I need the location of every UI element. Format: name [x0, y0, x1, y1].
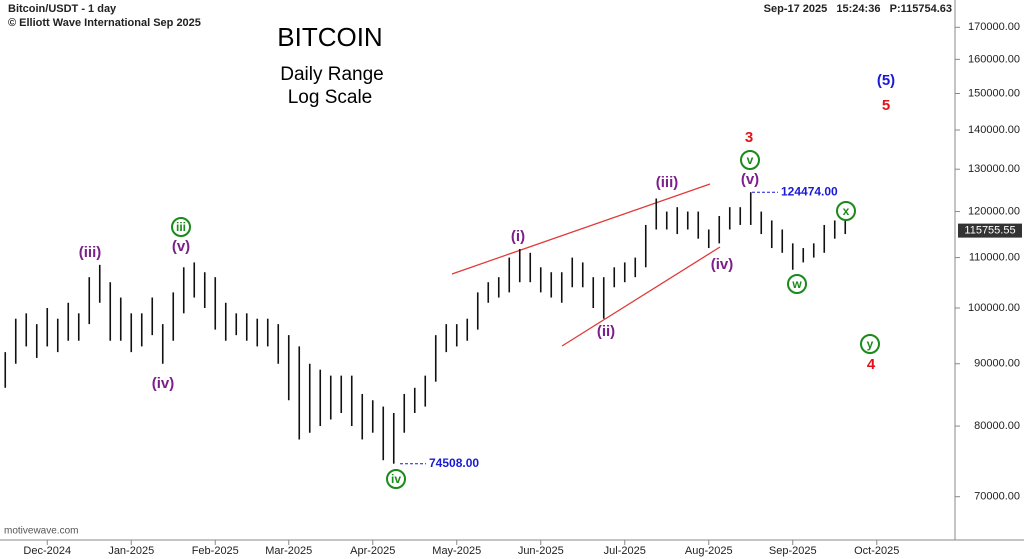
wave-label: iii [176, 220, 186, 234]
wave-label: (i) [511, 228, 525, 245]
wave-label: y [867, 337, 874, 351]
wave-label: (iii) [656, 174, 679, 191]
y-tick-label: 150000.00 [968, 87, 1020, 99]
last-price-tag [958, 223, 1022, 238]
x-tick-label: Dec-2024 [23, 545, 71, 557]
wave-label: iv [391, 472, 401, 486]
wave-label: 5 [882, 97, 890, 114]
y-tick-label: 140000.00 [968, 124, 1020, 136]
copyright: © Elliott Wave International Sep 2025 [8, 17, 201, 29]
watermark: motivewave.com [4, 526, 78, 537]
y-tick-label: 70000.00 [974, 491, 1020, 503]
price-note: 74508.00 [429, 456, 479, 470]
wave-label: (ii) [597, 323, 615, 340]
x-tick-label: Aug-2025 [685, 545, 733, 557]
wave-label: 4 [867, 356, 876, 373]
y-tick-label: 100000.00 [968, 302, 1020, 314]
x-tick-label: Jul-2025 [604, 545, 646, 557]
trendline [561, 246, 721, 347]
wave-label: x [843, 204, 850, 218]
subtitle: Log Scale [288, 87, 373, 108]
wave-label: (iii) [79, 244, 102, 261]
wave-label: 3 [745, 129, 753, 146]
y-tick-label: 90000.00 [974, 358, 1020, 370]
wave-label: v [747, 153, 754, 167]
wave-circle [836, 201, 856, 221]
y-tick-label: 120000.00 [968, 205, 1020, 217]
last-price-label: 115755.55 [964, 225, 1015, 237]
wave-label: (iv) [152, 375, 175, 392]
y-tick-label: 80000.00 [974, 420, 1020, 432]
wave-label: (5) [877, 72, 895, 89]
y-tick-label: 160000.00 [968, 53, 1020, 65]
chart-title: BITCOIN [277, 22, 382, 52]
x-tick-label: Feb-2025 [192, 545, 239, 557]
status: Sep-17 2025 15:24:36 P:115754.63 [764, 3, 952, 15]
wave-circle [740, 150, 760, 170]
wave-circle [386, 469, 406, 489]
wave-circle [171, 217, 191, 237]
y-tick-label: 130000.00 [968, 163, 1020, 175]
y-tick-label: 110000.00 [969, 251, 1020, 263]
wave-label: (iv) [711, 256, 734, 273]
x-tick-label: Sep-2025 [769, 545, 817, 557]
x-tick-label: Oct-2025 [854, 545, 899, 557]
trendline [451, 183, 711, 275]
wave-label: (v) [741, 171, 759, 188]
price-note: 124474.00 [781, 184, 838, 198]
wave-label: (v) [172, 238, 190, 255]
wave-circle [860, 334, 880, 354]
x-tick-label: Mar-2025 [265, 545, 312, 557]
subtitle: Daily Range [280, 64, 384, 85]
x-tick-label: Apr-2025 [350, 545, 395, 557]
wave-label: w [791, 277, 802, 291]
symbol: Bitcoin/USDT - 1 day [8, 3, 117, 15]
x-tick-label: Jan-2025 [108, 545, 154, 557]
y-tick-label: 170000.00 [968, 21, 1020, 33]
x-tick-label: May-2025 [432, 545, 481, 557]
x-tick-label: Jun-2025 [518, 545, 564, 557]
wave-circle [787, 274, 807, 294]
